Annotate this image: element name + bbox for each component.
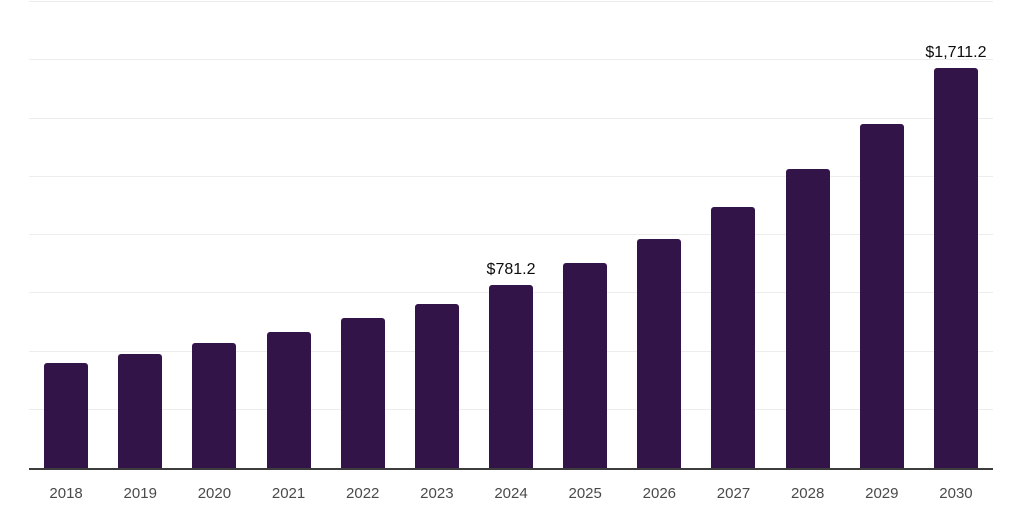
x-tick-label-2023: 2023: [420, 485, 454, 502]
bar-2025: [563, 263, 608, 468]
bar-slot-2025: [548, 2, 622, 468]
bar-slot-2024: $781.2: [474, 2, 548, 468]
x-tick-label-2029: 2029: [865, 485, 899, 502]
gridline: [29, 117, 993, 119]
bar-2019: [118, 354, 163, 468]
x-axis: 2018 2019 2020 2021 2022 2023 2024 2025 2026 2027…: [29, 485, 993, 503]
bar-slot-2023: [400, 2, 474, 468]
gridline: [29, 234, 993, 235]
x-tick-label-2019: 2019: [123, 485, 157, 502]
bar-2023: [414, 303, 459, 468]
bar-2020: [192, 343, 237, 468]
bar-2029: [859, 124, 904, 468]
bar-slot-2019: [103, 2, 177, 468]
plot-area: $781.2 $1,711.2: [29, 1, 993, 470]
bar-2030: [933, 67, 978, 468]
bar-slot-2018: [29, 2, 103, 468]
x-tick-label-2024: 2024: [494, 485, 528, 502]
x-tick-label-2025: 2025: [568, 485, 602, 502]
x-tick-label-2018: 2018: [49, 485, 83, 502]
gridline: [29, 59, 993, 61]
bar-2022: [340, 318, 385, 468]
bar-slot-2020: [177, 2, 251, 468]
x-tick-label-2026: 2026: [642, 485, 677, 502]
gridline: [29, 1, 993, 2]
x-tick-label-2028: 2028: [790, 485, 825, 502]
bars-layer: $781.2 $1,711.2: [29, 2, 993, 468]
bar-value-label-2030: $1,711.2: [925, 43, 987, 61]
bar-2026: [637, 238, 682, 468]
x-tick-label-2020: 2020: [197, 485, 232, 502]
bar-2027: [711, 207, 756, 468]
bar-2028: [785, 168, 830, 468]
bar-slot-2022: [326, 2, 400, 468]
bar-slot-2029: [845, 2, 919, 468]
x-tick-label-2022: 2022: [346, 485, 380, 502]
bar-slot-2027: [696, 2, 770, 468]
bar-value-label-2024: $781.2: [486, 261, 536, 279]
bar-2021: [266, 332, 311, 468]
bar-slot-2028: [771, 2, 845, 468]
bar-slot-2026: [622, 2, 696, 468]
bar-2024: [489, 285, 534, 468]
x-tick-label-2021: 2021: [271, 485, 306, 502]
x-tick-label-2030: 2030: [939, 485, 973, 502]
gridline: [29, 175, 993, 177]
bar-slot-2021: [251, 2, 325, 468]
bar-2018: [44, 363, 89, 468]
bar-slot-2030: $1,711.2: [919, 2, 993, 468]
x-tick-label-2027: 2027: [716, 485, 751, 502]
